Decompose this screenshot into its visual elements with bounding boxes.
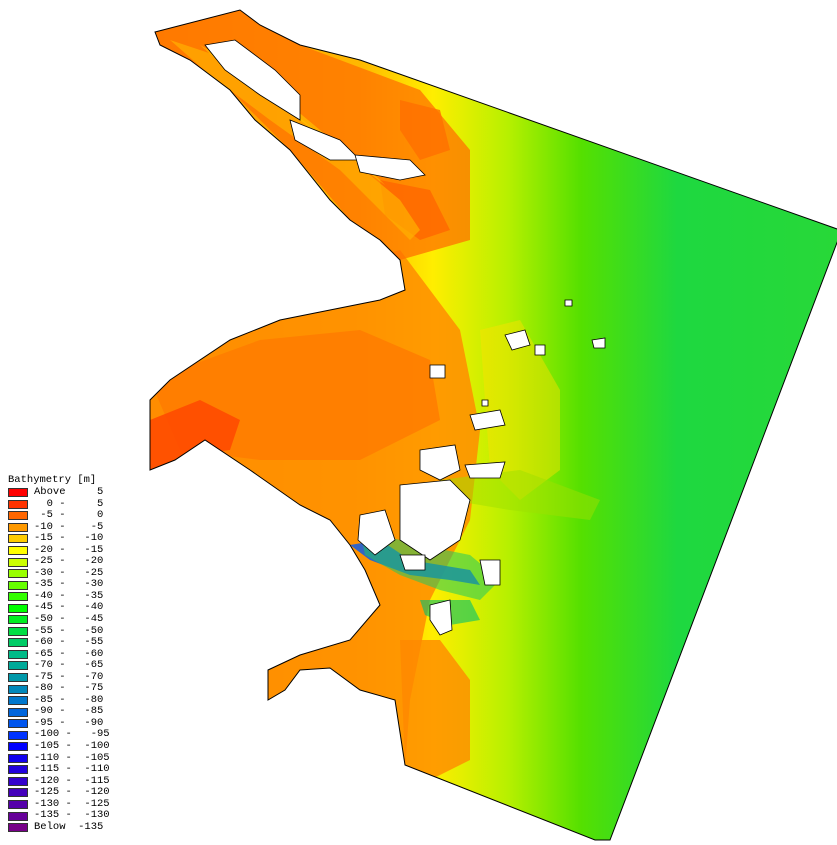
legend-swatch [8, 557, 28, 567]
legend-label: -115 - -110 [34, 763, 110, 776]
legend-swatch [8, 511, 28, 521]
legend-label: -25 - -20 [34, 555, 104, 568]
legend-swatch [8, 626, 28, 636]
legend-label: -60 - -55 [34, 636, 104, 649]
legend-item: -15 - -10 [8, 533, 168, 545]
legend-item: -55 - -50 [8, 624, 168, 638]
legend-label: -125 - -120 [34, 786, 110, 799]
legend-item: -5 - 0 [8, 510, 168, 522]
legend-item: -40 - -35 [8, 589, 168, 603]
legend-label: -100 - -95 [34, 728, 110, 741]
domain-boundary [149, 9, 837, 841]
legend-swatch [8, 707, 28, 717]
legend-swatch [8, 603, 28, 613]
legend-label: -80 - -75 [34, 682, 104, 695]
legend-item: -25 - -20 [8, 556, 168, 568]
legend: Bathymetry [m] Above 5 0 - 5 -5 - 0 -10 -… [8, 474, 168, 833]
legend-item: -30 - -25 [8, 566, 168, 580]
legend-swatch [8, 499, 28, 509]
legend-swatch [8, 592, 28, 602]
legend-label: -130 - -125 [34, 797, 110, 810]
legend-swatch [8, 615, 28, 625]
legend-swatch [8, 800, 28, 810]
bathymetry-field [150, 10, 837, 840]
legend-label: -70 - -65 [34, 659, 104, 672]
legend-item: -20 - -15 [8, 543, 168, 557]
legend-swatch [8, 684, 28, 694]
legend-swatch [8, 569, 28, 579]
legend-swatch [8, 580, 28, 590]
legend-swatch [8, 488, 28, 498]
legend-swatch [8, 649, 28, 659]
legend-item: -60 - -55 [8, 637, 168, 649]
legend-item: -10 - -5 [8, 520, 168, 534]
legend-item: -85 - -80 [8, 693, 168, 707]
legend-item: -130 - -125 [8, 797, 168, 811]
legend-item: -120 - -115 [8, 774, 168, 788]
legend-label: -85 - -80 [34, 693, 104, 706]
legend-swatch [8, 719, 28, 729]
legend-label: -95 - -90 [34, 716, 104, 729]
legend-label: -120 - -115 [34, 774, 110, 787]
legend-swatch [8, 753, 28, 763]
legend-label: Below -135 [34, 820, 104, 833]
legend-label: -35 - -30 [34, 578, 104, 591]
legend-label: -105 - -100 [34, 740, 110, 753]
legend-label: 0 - 5 [34, 497, 104, 510]
legend-title: Bathymetry [m] [8, 474, 97, 486]
legend-label: -55 - -50 [34, 624, 104, 637]
legend-label: -65 - -60 [34, 647, 104, 660]
legend-swatch [8, 776, 28, 786]
legend-swatch [8, 534, 28, 544]
legend-item: -65 - -60 [8, 647, 168, 661]
legend-swatch [8, 823, 28, 833]
legend-swatch [8, 730, 28, 740]
legend-item: -135 - -130 [8, 810, 168, 822]
legend-item: -45 - -40 [8, 602, 168, 614]
legend-swatch [8, 765, 28, 775]
legend-item: -115 - -110 [8, 764, 168, 776]
legend-swatch [8, 788, 28, 798]
legend-label: -90 - -85 [34, 705, 104, 718]
legend-item: Above 5 [8, 486, 168, 499]
legend-item: Below -135 [8, 820, 168, 834]
legend-label: -110 - -105 [34, 751, 110, 764]
legend-swatch [8, 742, 28, 752]
legend-label: -45 - -40 [34, 601, 104, 614]
legend-item: -110 - -105 [8, 751, 168, 765]
legend-item: -70 - -65 [8, 660, 168, 672]
legend-swatch [8, 811, 28, 821]
legend-label: -10 - -5 [34, 520, 104, 533]
islands [204, 39, 606, 636]
legend-swatch [8, 546, 28, 555]
legend-label: -75 - -70 [34, 670, 104, 683]
legend-swatch [8, 638, 28, 648]
legend-item: -75 - -70 [8, 670, 168, 684]
legend-swatch [8, 522, 28, 532]
legend-item: -105 - -100 [8, 740, 168, 753]
legend-label: -135 - -130 [34, 809, 110, 822]
legend-item: -50 - -45 [8, 613, 168, 626]
legend-item: -125 - -120 [8, 787, 168, 799]
legend-item: -95 - -90 [8, 716, 168, 730]
legend-swatch [8, 673, 28, 683]
legend-label: Above 5 [34, 486, 104, 498]
legend-label: -40 - -35 [34, 589, 104, 602]
legend-label: -50 - -45 [34, 613, 104, 626]
legend-swatch [8, 661, 28, 671]
legend-item: 0 - 5 [8, 497, 168, 511]
legend-label: -15 - -10 [34, 532, 104, 545]
legend-item: -35 - -30 [8, 579, 168, 591]
legend-swatch [8, 696, 28, 706]
legend-item: -80 - -75 [8, 683, 168, 695]
legend-item: -90 - -85 [8, 706, 168, 718]
legend-label: -20 - -15 [34, 543, 104, 556]
legend-label: -5 - 0 [34, 509, 104, 522]
legend-item: -100 - -95 [8, 729, 168, 741]
legend-label: -30 - -25 [34, 566, 104, 579]
